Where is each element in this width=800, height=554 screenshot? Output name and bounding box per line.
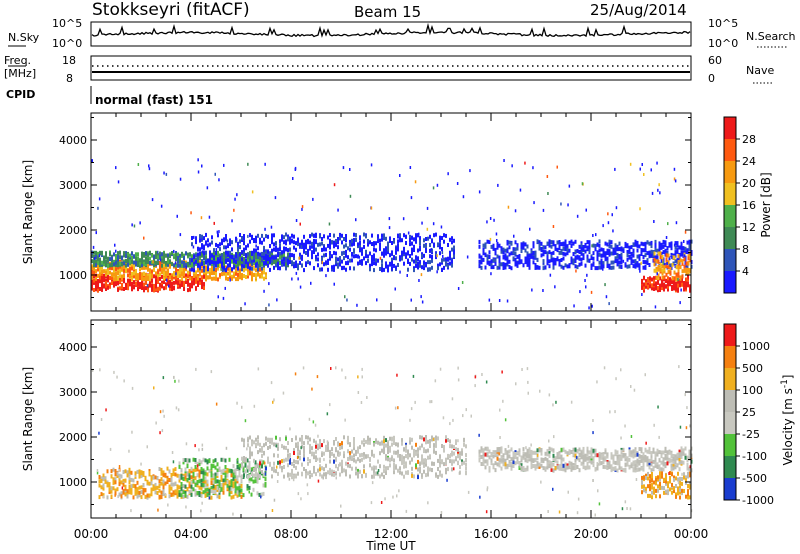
nsky-label: N.Sky — [8, 31, 40, 44]
colorbar-tick-label: 12 — [742, 221, 756, 234]
freq-label-line2: [MHz] — [4, 67, 36, 80]
nave-label: Nave — [746, 64, 774, 77]
ytick-label: 4000 — [59, 341, 87, 354]
xtick-label: 08:00 — [274, 527, 309, 541]
date-title: 25/Aug/2014 — [590, 1, 687, 19]
colorbar-cell — [724, 227, 736, 250]
ytick-label: 4000 — [59, 134, 87, 147]
velocity-colorbar-label: Velocity [m s-1] — [780, 375, 795, 466]
colorbar-tick-label: -500 — [742, 472, 767, 485]
colorbar-tick-label: 16 — [742, 199, 756, 212]
scatter-echoes — [91, 365, 693, 517]
colorbar-cell — [724, 346, 736, 369]
colorbar-tick-label: 1000 — [742, 340, 770, 353]
colorbar-tick-label: 20 — [742, 177, 756, 190]
colorbar-tick-label: 100 — [742, 384, 763, 397]
colorbar-tick-label: -25 — [742, 428, 760, 441]
echo-band — [191, 232, 455, 273]
xtick-label: 04:00 — [174, 527, 209, 541]
ytick-label: 1000 — [59, 269, 87, 282]
xtick-label: 16:00 — [474, 527, 509, 541]
colorbar-cell — [724, 368, 736, 391]
colorbar-cell — [724, 456, 736, 479]
ytick-label: 2000 — [59, 224, 87, 237]
time-axis: 00:00 04:00 08:00 12:00 16:00 20:00 00:00 — [74, 113, 709, 541]
colorbar-cell — [724, 161, 736, 184]
power-plot — [91, 158, 693, 310]
colorbar-tick-label: 500 — [742, 362, 763, 375]
colorbar-cell — [724, 117, 736, 140]
colorbar-tick-label: 24 — [742, 155, 756, 168]
ytick-label: 3000 — [59, 386, 87, 399]
nsearch-label: N.Search — [746, 30, 796, 43]
freq-label-line1: Freq. — [4, 54, 31, 67]
colorbar-cell — [724, 412, 736, 435]
ytick-label: 1000 — [59, 476, 87, 489]
nsky-trace — [91, 22, 691, 38]
velocity-ylabel: Slant Range [km] — [21, 367, 35, 471]
power-colorbar: 4 8 12 16 20 24 28 — [723, 116, 756, 294]
colorbar-cell — [724, 324, 736, 347]
power-colorbar-label: Power [dB] — [759, 172, 773, 237]
velocity-axes: 1000 2000 3000 4000 — [59, 324, 691, 505]
colorbar-tick-label: 4 — [742, 265, 749, 278]
colorbar-tick-label: 8 — [742, 243, 749, 256]
colorbar-cell — [724, 183, 736, 206]
nsky-bottom-tick: 10^0 — [52, 37, 82, 50]
echo-band — [478, 239, 693, 271]
ytick-label: 2000 — [59, 431, 87, 444]
echo-band — [641, 275, 691, 293]
power-ylabel: Slant Range [km] — [21, 160, 35, 264]
nave-top-tick: 60 — [708, 54, 722, 67]
colorbar-tick-label: 28 — [742, 133, 756, 146]
freq-panel — [90, 55, 692, 81]
colorbar-cell — [724, 271, 736, 294]
cpid-label: CPID — [6, 88, 35, 101]
xaxis-label: Time UT — [365, 539, 416, 553]
echo-band — [241, 435, 467, 480]
nsearch-bottom-tick: 10^0 — [708, 37, 738, 50]
colorbar-cell — [724, 390, 736, 413]
power-axes: 1000 2000 3000 4000 — [59, 117, 691, 298]
echo-band — [478, 446, 693, 473]
nsky-panel — [90, 21, 692, 47]
velocity-plot — [91, 365, 693, 517]
colorbar-cell — [724, 478, 736, 501]
scatter-echoes — [91, 158, 691, 310]
station-title: Stokkseyri (fitACF) — [92, 0, 250, 20]
colorbar-tick-label: -100 — [742, 450, 767, 463]
xtick-label: 20:00 — [574, 527, 609, 541]
xtick-label: 00:00 — [674, 527, 709, 541]
beam-title: Beam 15 — [354, 3, 421, 21]
echo-band — [641, 471, 691, 500]
colorbar-cell — [724, 434, 736, 457]
nsky-top-tick: 10^5 — [52, 17, 82, 30]
cpid-mode: normal (fast) 151 — [95, 93, 213, 107]
colorbar-tick-label: 25 — [742, 406, 756, 419]
nsearch-top-tick: 10^5 — [708, 17, 738, 30]
velocity-colorbar: 1000 500 100 25 -25 -100 -500 -1000 — [723, 323, 774, 507]
colorbar-cell — [724, 205, 736, 228]
freq-bottom-tick: 8 — [66, 72, 73, 85]
colorbar-cell — [724, 139, 736, 162]
xtick-label: 12:00 — [374, 527, 409, 541]
ytick-label: 3000 — [59, 179, 87, 192]
colorbar-cell — [724, 249, 736, 272]
freq-top-tick: 18 — [62, 54, 76, 67]
xtick-label: 00:00 — [74, 527, 109, 541]
nave-bottom-tick: 0 — [708, 72, 715, 85]
colorbar-tick-label: -1000 — [742, 494, 774, 507]
